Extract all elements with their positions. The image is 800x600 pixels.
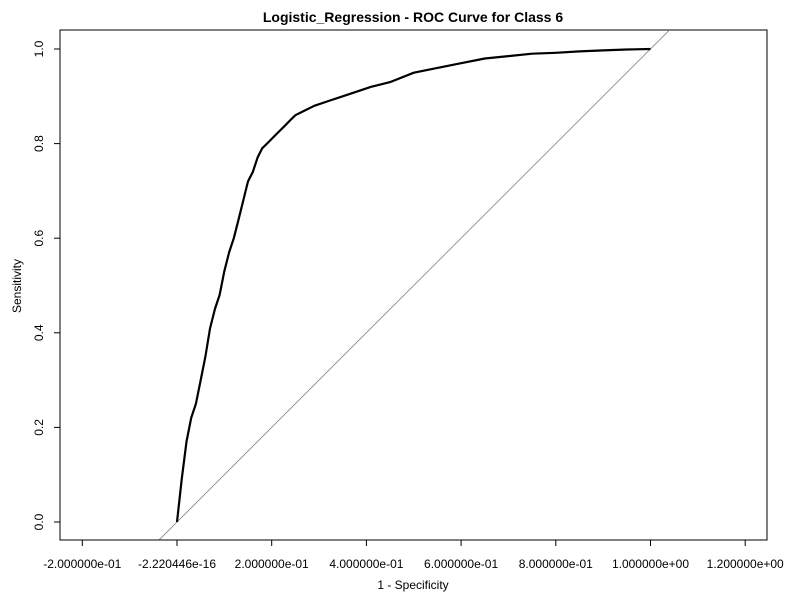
y-tick-label: 0.0 <box>32 513 46 530</box>
x-tick-label: 8.000000e-01 <box>519 557 593 571</box>
chart-title: Logistic_Regression - ROC Curve for Clas… <box>263 9 564 25</box>
x-tick-label: 2.000000e-01 <box>235 557 309 571</box>
y-tick-label: 0.4 <box>32 324 46 341</box>
y-tick-label: 0.2 <box>32 419 46 436</box>
y-tick-label: 1.0 <box>32 40 46 57</box>
y-axis: 0.0 0.2 0.4 0.6 0.8 1.0 <box>32 40 61 530</box>
x-tick-label: 6.000000e-01 <box>424 557 498 571</box>
plot-frame <box>59 29 768 541</box>
x-tick-label: 1.200000e+00 <box>707 557 784 571</box>
y-tick-label: 0.8 <box>32 135 46 152</box>
diagonal-reference-line <box>158 30 671 540</box>
plot-area <box>158 30 671 540</box>
y-tick-label: 0.6 <box>32 230 46 247</box>
x-axis-label: 1 - Specificity <box>377 578 448 592</box>
roc-curve-line <box>175 47 651 523</box>
x-tick-label: -2.000000e-01 <box>43 557 121 571</box>
x-tick-label: 1.000000e+00 <box>612 557 689 571</box>
x-tick-label: -2.220446e-16 <box>138 557 216 571</box>
y-axis-label: Sensitivity <box>10 259 24 313</box>
x-tick-label: 4.000000e-01 <box>329 557 403 571</box>
x-axis: -2.000000e-01 -2.220446e-16 2.000000e-01 4.… <box>43 539 784 571</box>
